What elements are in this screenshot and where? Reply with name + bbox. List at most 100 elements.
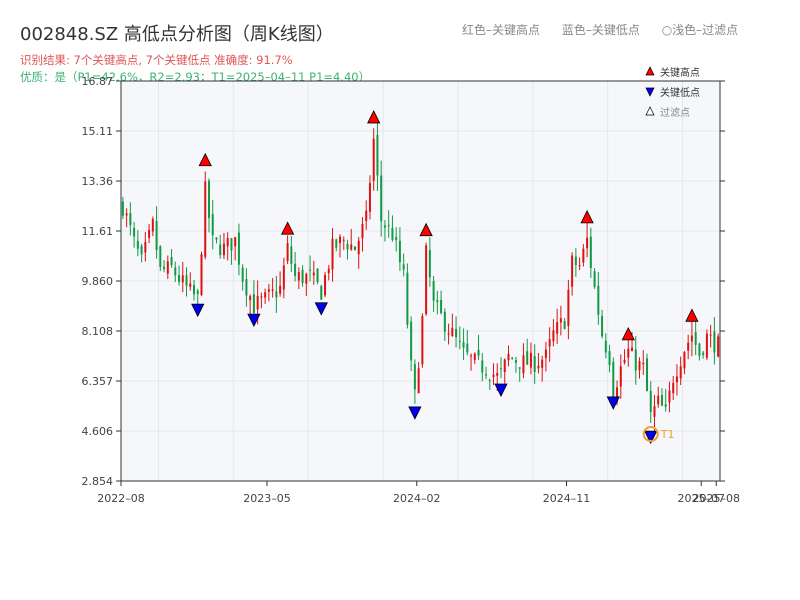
x-tick-label: 2022–08 bbox=[97, 492, 145, 505]
candle-body bbox=[679, 366, 682, 379]
x-tick-label: 2024–11 bbox=[543, 492, 591, 505]
candle-body bbox=[320, 286, 323, 300]
candle-body bbox=[245, 279, 248, 296]
candle-body bbox=[234, 237, 237, 247]
candle-body bbox=[196, 290, 199, 295]
candle-body bbox=[324, 274, 327, 296]
candle-body bbox=[522, 355, 525, 374]
x-tick-label: 2025–07 bbox=[678, 492, 726, 505]
key-low-marker bbox=[494, 383, 508, 397]
candle-body bbox=[159, 246, 162, 267]
candle-body bbox=[170, 257, 173, 266]
candle-body bbox=[514, 360, 517, 363]
candle-body bbox=[586, 237, 589, 249]
legend-low-text: 蓝色–关键低点 bbox=[561, 23, 640, 37]
candle-body bbox=[267, 289, 270, 292]
legend-filtered-text: ○浅色–过滤点 bbox=[661, 23, 739, 37]
candle-body bbox=[574, 256, 577, 266]
candle-body bbox=[642, 362, 645, 365]
candle-body bbox=[428, 250, 431, 278]
candle-body bbox=[376, 134, 379, 176]
legend-marker bbox=[645, 66, 655, 76]
candle-body bbox=[353, 246, 356, 251]
candle-body bbox=[529, 352, 532, 368]
x-tick-label: 2025–08 bbox=[693, 492, 741, 505]
candle-body bbox=[582, 248, 585, 263]
candle-body bbox=[485, 374, 488, 376]
candle-body bbox=[297, 272, 300, 281]
candle-body bbox=[556, 322, 559, 334]
candle-body bbox=[193, 284, 196, 295]
candle-body bbox=[181, 275, 184, 283]
key-high-marker bbox=[367, 110, 381, 124]
y-tick-label: 6.357 bbox=[82, 375, 114, 388]
candle-body bbox=[612, 361, 615, 400]
candle-body bbox=[638, 361, 641, 371]
candle-body bbox=[211, 214, 214, 236]
candle-body bbox=[260, 296, 263, 298]
candle-body bbox=[511, 357, 514, 359]
candle-body bbox=[286, 243, 289, 262]
key-low-marker bbox=[606, 396, 620, 410]
candle-body bbox=[398, 240, 401, 263]
candle-body bbox=[413, 364, 416, 390]
candle-body bbox=[694, 332, 697, 345]
candle-body bbox=[339, 236, 342, 243]
candle-body bbox=[395, 237, 398, 241]
candle-body bbox=[279, 285, 282, 294]
candle-body bbox=[634, 349, 637, 371]
candle-body bbox=[451, 327, 454, 337]
y-tick-label: 13.36 bbox=[82, 175, 114, 188]
candle-body bbox=[623, 359, 626, 363]
candle-body bbox=[601, 316, 604, 337]
candle-body bbox=[237, 232, 240, 265]
t1-label: T1 bbox=[660, 428, 675, 441]
candle-body bbox=[496, 372, 499, 376]
candle-body bbox=[683, 352, 686, 369]
candle-body bbox=[136, 240, 139, 249]
candle-body bbox=[327, 268, 330, 274]
candle-body bbox=[275, 291, 278, 298]
candle-body bbox=[361, 223, 364, 239]
legend-label: 关键低点 bbox=[660, 86, 700, 99]
candle-body bbox=[155, 221, 158, 250]
candle-body bbox=[144, 241, 147, 253]
candle-body bbox=[466, 343, 469, 353]
candle-body bbox=[166, 261, 169, 274]
candle-body bbox=[215, 237, 218, 240]
candle-body bbox=[174, 267, 177, 276]
candle-body bbox=[705, 333, 708, 358]
candle-body bbox=[163, 266, 166, 270]
result-text: 识别结果: 7个关键高点, 7个关键低点 准确度: 91.7% bbox=[20, 53, 293, 67]
candle-body bbox=[443, 311, 446, 332]
key-high-marker bbox=[419, 222, 433, 237]
candle-body bbox=[125, 213, 128, 216]
candle-body bbox=[526, 351, 529, 365]
candle-body bbox=[410, 321, 413, 361]
candle-body bbox=[563, 320, 566, 330]
candle-body bbox=[645, 358, 648, 392]
candle-body bbox=[668, 390, 671, 403]
candle-body bbox=[331, 238, 334, 270]
y-tick-label: 9.860 bbox=[82, 275, 114, 288]
candle-body bbox=[616, 387, 619, 403]
candle-body bbox=[481, 360, 484, 373]
top-legend: 红色–关键高点 蓝色–关键低点 ○浅色–过滤点 bbox=[462, 21, 756, 38]
candle-body bbox=[664, 404, 667, 407]
candle-body bbox=[544, 349, 547, 358]
candle-body bbox=[402, 264, 405, 270]
candle-body bbox=[690, 335, 693, 342]
candle-body bbox=[458, 340, 461, 342]
axes bbox=[116, 80, 725, 486]
candle-body bbox=[660, 395, 663, 406]
candle-body bbox=[252, 294, 255, 313]
candle-body bbox=[447, 333, 450, 335]
candle-body bbox=[559, 318, 562, 323]
candle-body bbox=[372, 138, 375, 181]
candle-body bbox=[200, 254, 203, 295]
candle-body bbox=[335, 239, 338, 248]
candle-body bbox=[417, 368, 420, 394]
key-high-marker bbox=[198, 152, 212, 167]
y-tick-label: 8.108 bbox=[82, 325, 114, 338]
candle-body bbox=[675, 376, 678, 383]
